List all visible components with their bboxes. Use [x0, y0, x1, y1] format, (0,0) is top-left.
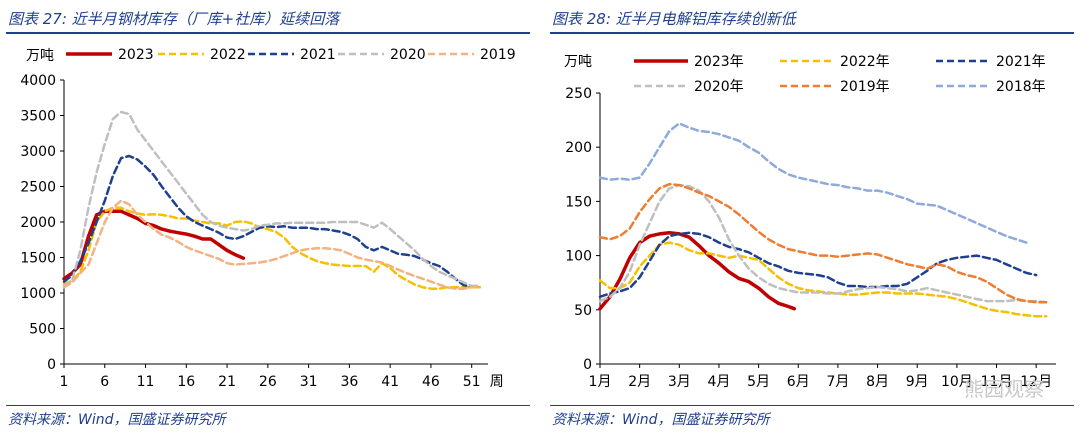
x-tick-label: 41 — [381, 374, 399, 390]
x-tick-label: 46 — [422, 374, 440, 390]
left-source-note: 资料来源：Wind，国盛证券研究所 — [8, 412, 226, 428]
legend-label-2020: 2020 — [390, 47, 426, 63]
x-tick-label: 51 — [463, 374, 481, 390]
legend-label-2020年: 2020年 — [694, 79, 744, 95]
right-footer-rule — [550, 405, 1074, 406]
x-tick-label: 4月 — [707, 374, 730, 390]
y-tick-label: 4000 — [20, 73, 56, 89]
right-chart-title: 图表 28: 近半月电解铝库存续创新低 — [552, 10, 796, 28]
right-source-note: 资料来源：Wind，国盛证券研究所 — [552, 412, 770, 428]
right-title-rule — [550, 32, 1074, 34]
x-tick-label: 1月 — [589, 374, 612, 390]
y-tick-label: 100 — [565, 249, 592, 265]
y-tick-label: 150 — [565, 194, 592, 210]
y-tick-label: 200 — [565, 140, 592, 156]
series-line-2020 — [62, 110, 482, 288]
x-tick-label: 11 — [137, 374, 155, 390]
right-line-chart: 万吨 0 50 100 150 200 250 1月 2月 3月 4月 5月 6月 7月 8月 9月 10月 11… — [564, 54, 1056, 390]
x-tick-label: 7月 — [826, 374, 849, 390]
y-tick-label: 2000 — [20, 215, 56, 231]
x-tick-label: 12月 — [1020, 374, 1052, 390]
y-tick-label: 500 — [29, 322, 56, 338]
y-tick-label: 0 — [47, 357, 56, 373]
x-tick-label: 6月 — [787, 374, 810, 390]
unit-label: 万吨 — [564, 54, 592, 70]
series-line-2023年 — [598, 231, 797, 311]
series-line-2022 — [62, 206, 482, 290]
right-chart-panel: 图表 28: 近半月电解铝库存续创新低 万吨 0 50 100 150 200 250 1月 2… — [544, 0, 1080, 437]
x-tick-label: 21 — [218, 374, 236, 390]
legend-label-2021: 2021 — [300, 47, 336, 63]
y-tick-label: 250 — [565, 86, 592, 102]
y-tick-label: 2500 — [20, 180, 56, 196]
x-tick-label: 1 — [60, 374, 69, 390]
series-line-2020年 — [598, 183, 1048, 304]
x-tick-label: 9月 — [906, 374, 929, 390]
legend-label-2019年: 2019年 — [840, 79, 890, 95]
x-axis-unit-label: 周 — [490, 374, 504, 390]
x-tick-label: 5月 — [747, 374, 770, 390]
legend-label-2021年: 2021年 — [996, 54, 1046, 70]
legend-label-2018年: 2018年 — [996, 79, 1046, 95]
y-tick-label: 0 — [583, 357, 592, 373]
y-tick-label: 50 — [574, 303, 592, 319]
y-tick-label: 1000 — [20, 286, 56, 302]
x-tick-label: 16 — [177, 374, 195, 390]
x-tick-label: 11月 — [981, 374, 1013, 390]
legend-label-2023: 2023 — [118, 47, 154, 63]
x-tick-label: 8月 — [866, 374, 889, 390]
series-line-2021 — [62, 154, 482, 288]
unit-label: 万吨 — [26, 48, 54, 64]
y-tick-label: 3000 — [20, 144, 56, 160]
x-tick-label: 2月 — [628, 374, 651, 390]
series-line-2018年 — [598, 122, 1028, 244]
series-line-2023 — [62, 209, 246, 281]
legend-label-2022: 2022 — [210, 47, 246, 63]
series-line-2019 — [62, 199, 482, 290]
x-tick-label: 36 — [340, 374, 358, 390]
left-footer-rule — [6, 405, 530, 406]
left-title-rule — [6, 32, 530, 34]
watermark-text: 熊园观察 — [964, 377, 1044, 401]
left-chart-title: 图表 27: 近半月钢材库存（厂库+社库）延续回落 — [8, 10, 340, 28]
x-tick-label: 31 — [300, 374, 318, 390]
x-tick-label: 10月 — [941, 374, 973, 390]
x-tick-label: 26 — [259, 374, 277, 390]
legend-label-2019: 2019 — [480, 47, 516, 63]
series-line-2019年 — [598, 182, 1048, 304]
legend-label-2023年: 2023年 — [694, 54, 744, 70]
y-tick-label: 1500 — [20, 251, 56, 267]
left-chart-panel: 图表 27: 近半月钢材库存（厂库+社库）延续回落 万吨 0 500 1000 1500… — [0, 0, 536, 437]
x-tick-label: 6 — [100, 374, 109, 390]
legend-label-2022年: 2022年 — [840, 54, 890, 70]
x-tick-label: 3月 — [668, 374, 691, 390]
y-tick-label: 3500 — [20, 109, 56, 125]
series-line-2021年 — [598, 231, 1038, 299]
